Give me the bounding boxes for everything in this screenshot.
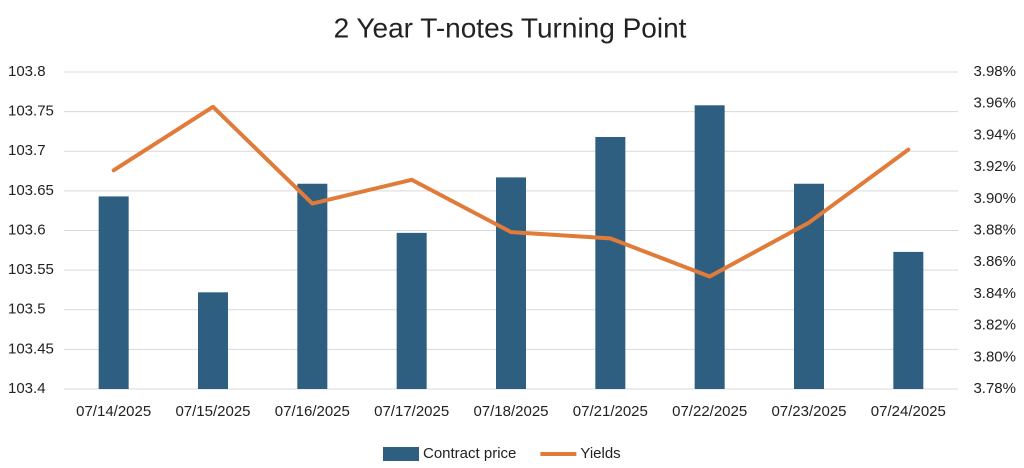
y2-tick-label: 3.98%: [973, 63, 1016, 80]
bar: [595, 136, 626, 389]
x-tick-label: 07/17/2025: [374, 403, 449, 420]
bar: [98, 196, 129, 389]
y-tick-label: 103.8: [8, 63, 46, 80]
y2-tick-label: 3.88%: [973, 221, 1016, 238]
legend-swatch: [383, 447, 419, 461]
y2-tick-label: 3.90%: [973, 190, 1016, 207]
bar: [893, 251, 924, 389]
x-tick-label: 07/23/2025: [771, 403, 846, 420]
y-tick-label: 103.55: [8, 261, 54, 278]
y2-tick-label: 3.94%: [973, 126, 1016, 143]
y-tick-label: 103.5: [8, 301, 46, 318]
x-tick-label: 07/16/2025: [275, 403, 350, 420]
x-tick-label: 07/18/2025: [473, 403, 548, 420]
x-tick-label: 07/15/2025: [175, 403, 250, 420]
y-tick-label: 103.65: [8, 182, 54, 199]
y2-tick-label: 3.82%: [973, 317, 1016, 334]
y2-tick-label: 3.80%: [973, 348, 1016, 365]
y-tick-label: 103.7: [8, 142, 46, 159]
bar: [496, 177, 526, 389]
y-tick-label: 103.45: [8, 340, 54, 357]
x-tick-label: 07/22/2025: [672, 403, 747, 420]
bar: [198, 292, 228, 389]
y2-tick-label: 3.86%: [973, 253, 1016, 270]
x-tick-label: 07/21/2025: [573, 403, 648, 420]
bar: [396, 232, 427, 389]
y-tick-label: 103.4: [8, 380, 46, 397]
y2-tick-label: 3.78%: [973, 380, 1016, 397]
chart-title: 2 Year T-notes Turning Point: [334, 12, 687, 43]
y-tick-label: 103.75: [8, 103, 54, 120]
y-tick-label: 103.6: [8, 221, 46, 238]
bar: [794, 183, 824, 389]
legend-label: Yields: [580, 445, 620, 462]
legend-label: Contract price: [423, 445, 516, 462]
x-tick-label: 07/24/2025: [871, 403, 946, 420]
bar: [694, 105, 725, 389]
bar: [297, 183, 328, 389]
line: [111, 104, 911, 279]
x-tick-label: 07/14/2025: [76, 403, 151, 420]
y2-tick-label: 3.84%: [973, 285, 1016, 302]
y2-tick-label: 3.96%: [973, 95, 1016, 112]
y2-tick-label: 3.92%: [973, 158, 1016, 175]
